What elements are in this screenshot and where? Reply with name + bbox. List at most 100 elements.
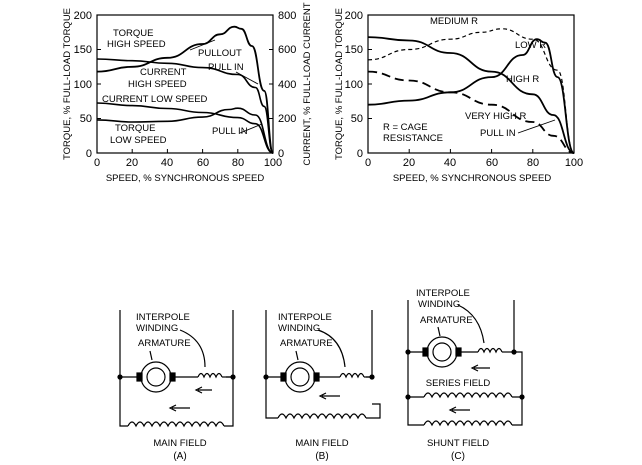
x-tick-label: 60 <box>197 157 209 169</box>
left-y2-tick-labels: 0 200 400 600 800 <box>278 10 296 160</box>
wire <box>265 377 278 419</box>
armature-core <box>290 367 310 387</box>
brush <box>422 347 429 357</box>
wire <box>119 310 137 378</box>
curve-label: LOW R <box>515 40 546 51</box>
curve-label: PULL IN <box>212 126 248 137</box>
armature-core <box>432 342 452 362</box>
junction <box>263 374 269 380</box>
junction <box>519 394 525 400</box>
series-field-label: SERIES FIELD <box>426 378 491 389</box>
armature-core <box>146 367 166 387</box>
curve-label: LOW SPEED <box>110 135 167 146</box>
y-tick-label: 200 <box>345 10 363 22</box>
current-arrow <box>470 364 490 372</box>
curve-label: R = CAGE <box>383 122 428 133</box>
curve-label: TORQUE <box>115 123 155 134</box>
left-chart-ticks <box>96 14 274 154</box>
current-arrow <box>318 392 340 400</box>
curve-label: HIGH SPEED <box>128 79 187 90</box>
junction <box>511 349 517 355</box>
wire <box>119 377 128 427</box>
leader-line <box>517 119 556 134</box>
brush <box>280 372 287 382</box>
series-field-coil <box>423 392 513 399</box>
armature-label: ARMATURE <box>138 338 191 349</box>
y-tick-label: 50 <box>351 113 363 125</box>
interpole-leader <box>317 329 346 368</box>
junction <box>405 394 411 400</box>
y2-tick-label: 400 <box>278 79 296 91</box>
junction <box>230 374 236 380</box>
main-field-coil <box>127 421 225 428</box>
left-y-axis-title: TORQUE, % FULL-LOAD TORQUE <box>62 8 73 160</box>
left-chart: 0 20 40 60 80 100 0 50 100 150 200 0 200… <box>62 2 313 184</box>
wire <box>366 403 381 419</box>
caption-c: (C) <box>451 451 465 462</box>
right-curve-labels: MEDIUM R LOW R HIGH R VERY HIGH R R = CA… <box>383 16 546 144</box>
interpole-label: WINDING <box>418 299 460 310</box>
right-chart-curves <box>367 28 575 154</box>
series-line-current-high-speed <box>96 58 274 154</box>
wire <box>407 352 424 398</box>
circuit-b: INTERPOLE WINDING ARMATURE MAIN FIELD (B… <box>263 310 381 462</box>
wire <box>512 397 523 426</box>
armature-label: ARMATURE <box>420 315 473 326</box>
series-line-low-r <box>367 38 575 154</box>
y-tick-label: 150 <box>74 44 92 56</box>
current-arrow <box>194 386 212 394</box>
y-tick-label: 100 <box>74 79 92 91</box>
armature-leader <box>295 350 299 361</box>
brush <box>313 372 320 382</box>
y2-tick-label: 600 <box>278 44 296 56</box>
curve-label: MEDIUM R <box>430 16 478 27</box>
armature-leader <box>437 326 441 337</box>
curve-label: HIGH SPEED <box>107 39 166 50</box>
right-leader-lines <box>517 119 556 134</box>
interpole-leader <box>179 329 206 368</box>
right-y-axis-title: TORQUE, % FULL-LOAD TORQUE <box>334 8 345 160</box>
main-field-coil <box>277 413 367 420</box>
brush <box>455 347 462 357</box>
leader-line <box>189 39 216 51</box>
interpole-label: WINDING <box>136 323 178 334</box>
interpole-label: INTERPOLE <box>416 288 470 299</box>
x-tick-label: 80 <box>232 157 244 169</box>
leader-line <box>235 71 259 85</box>
brush <box>169 372 176 382</box>
x-tick-label: 80 <box>527 157 539 169</box>
series-line-high-r <box>367 36 575 154</box>
curve-label: CURRENT <box>140 67 187 78</box>
leader-line <box>239 123 263 134</box>
y-tick-label: 150 <box>345 44 363 56</box>
interpole-coil <box>197 372 223 379</box>
junction <box>369 374 375 380</box>
left-curve-labels: TORQUE HIGH SPEED PULLOUT CURRENT HIGH S… <box>102 28 248 146</box>
x-tick-label: 40 <box>161 157 173 169</box>
series-line-medium-r <box>367 28 575 154</box>
x-tick-label: 0 <box>94 157 100 169</box>
x-tick-label: 20 <box>126 157 138 169</box>
armature-symbol <box>140 361 172 393</box>
interpole-leader <box>457 304 485 344</box>
x-tick-label: 0 <box>365 157 371 169</box>
right-x-tick-labels: 0 20 40 60 80 100 <box>365 157 583 169</box>
y2-tick-label: 200 <box>278 113 296 125</box>
x-tick-label: 40 <box>444 157 456 169</box>
left-y2-axis-title: CURRENT, % FULL-LOAD CURRENT <box>302 2 313 165</box>
y-tick-label: 50 <box>80 113 92 125</box>
series-line-very-high-r <box>367 70 575 154</box>
y-tick-label: 200 <box>74 10 92 22</box>
interpole-label: WINDING <box>278 323 320 334</box>
interpole-coil <box>339 372 365 379</box>
curve-label: PULL IN <box>480 128 516 139</box>
wire <box>224 377 234 427</box>
current-arrow <box>448 406 470 414</box>
circuit-c: INTERPOLE WINDING ARMATURE SERIES FIELD … <box>405 288 525 462</box>
interpole-coil <box>477 347 503 354</box>
x-tick-label: 100 <box>264 157 282 169</box>
wire <box>512 351 523 398</box>
y2-tick-label: 800 <box>278 10 296 22</box>
